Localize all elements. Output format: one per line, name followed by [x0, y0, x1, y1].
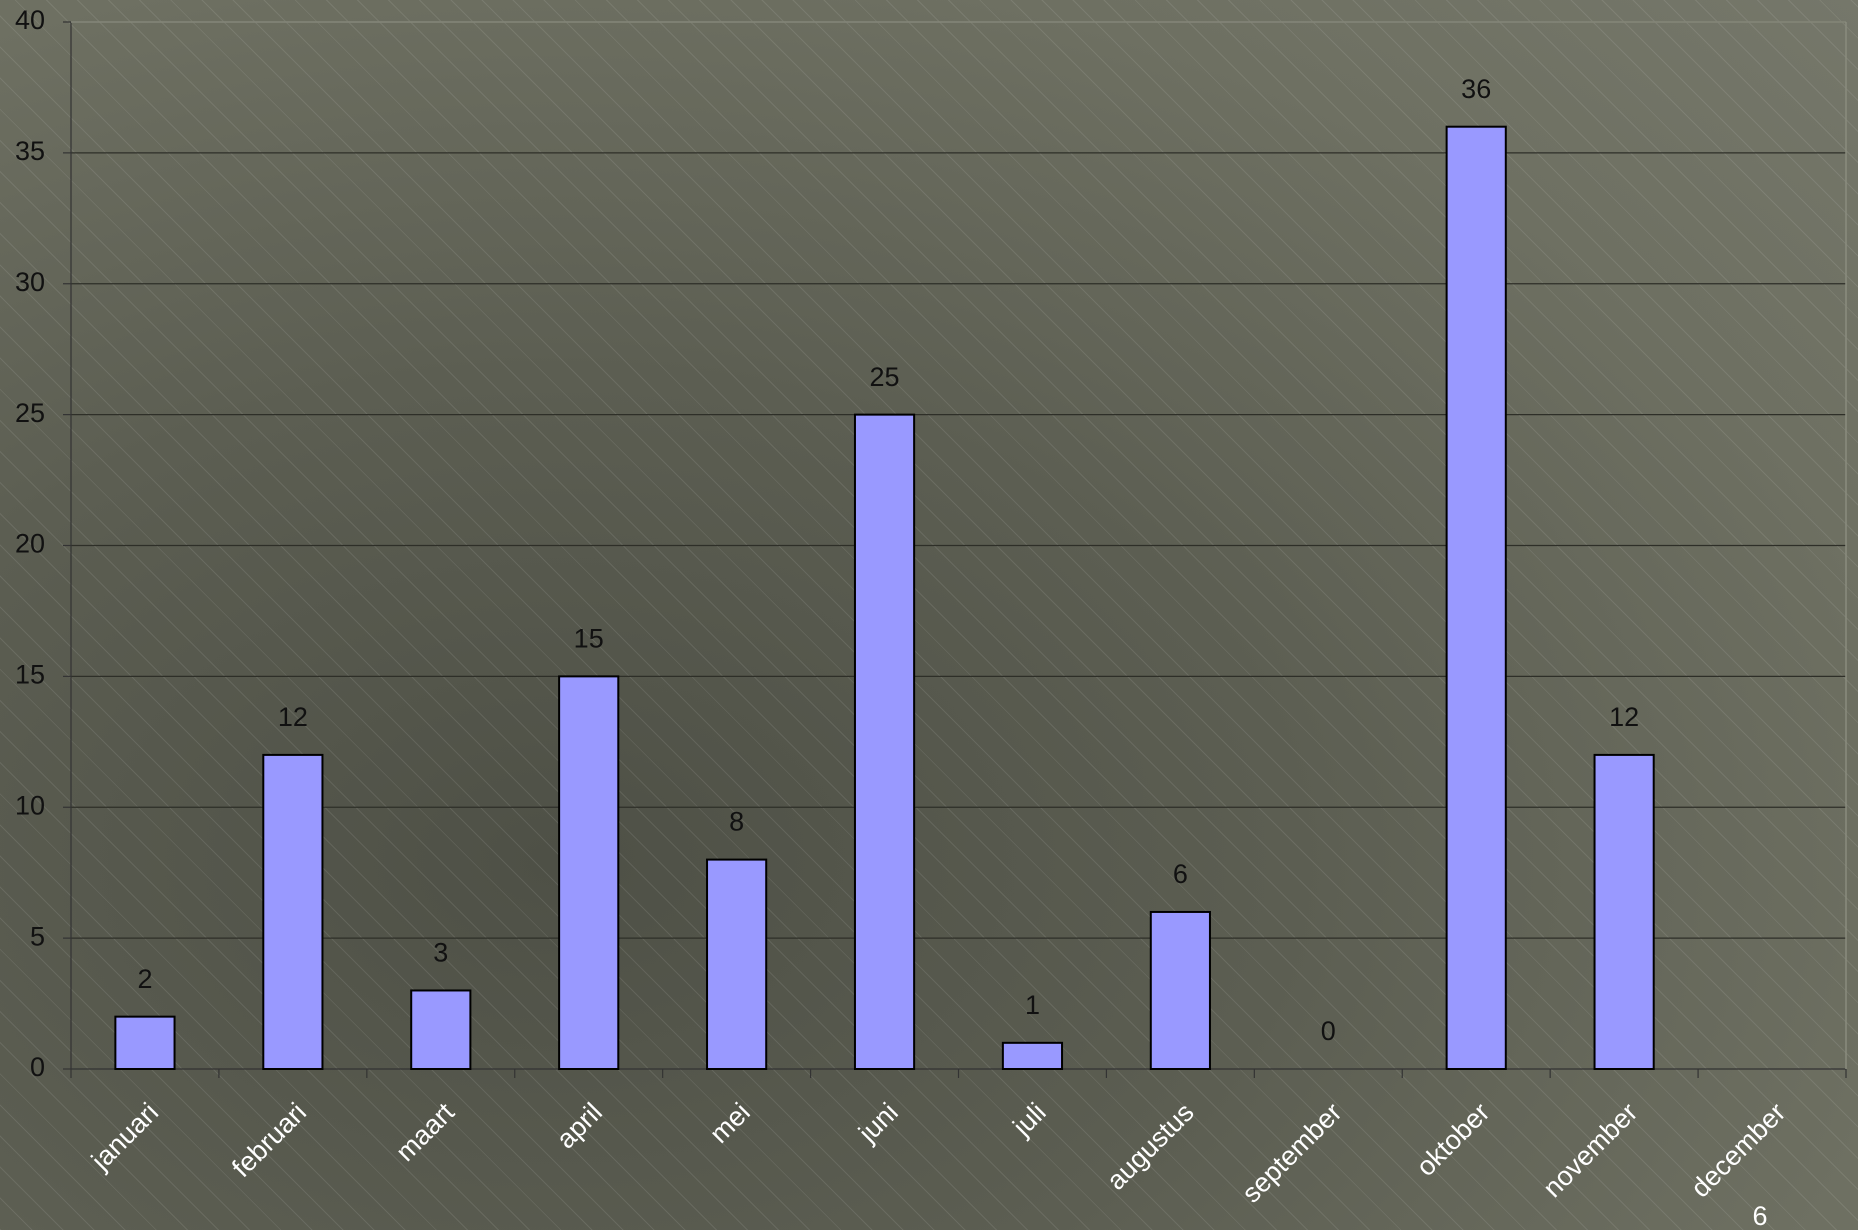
- bar: [410, 989, 472, 1070]
- data-label: 1: [1025, 990, 1040, 1020]
- x-tick-label: mei: [704, 1097, 756, 1149]
- x-tick-label: maart: [390, 1097, 460, 1167]
- slide-number: 6: [1752, 1201, 1767, 1230]
- y-tick-label: 35: [15, 136, 45, 166]
- y-tick-label: 25: [15, 398, 45, 428]
- bar: [114, 1015, 176, 1071]
- x-tick-label: september: [1236, 1097, 1347, 1208]
- x-tick-label: januari: [85, 1097, 164, 1176]
- x-tick-label: juni: [852, 1097, 904, 1149]
- bar: [1149, 910, 1211, 1071]
- bar: [558, 675, 620, 1070]
- data-label: 25: [870, 362, 900, 392]
- x-tick-label: augustus: [1101, 1097, 1200, 1196]
- data-label: 6: [1173, 859, 1188, 889]
- x-tick-label: juli: [1006, 1097, 1051, 1142]
- bar: [1445, 125, 1507, 1070]
- bar: [1593, 753, 1655, 1071]
- y-tick-label: 40: [15, 5, 45, 35]
- bar: [262, 753, 324, 1071]
- data-label: 2: [137, 964, 152, 994]
- data-label: 36: [1461, 74, 1491, 104]
- y-tick-label: 0: [30, 1052, 45, 1082]
- y-tick-label: 20: [15, 529, 45, 559]
- bar: [706, 858, 768, 1070]
- data-label: 3: [433, 938, 448, 968]
- data-label: 8: [729, 807, 744, 837]
- data-label: 12: [1609, 702, 1639, 732]
- data-label: 0: [1321, 1016, 1336, 1046]
- x-tick-label: februari: [226, 1097, 312, 1183]
- y-tick-label: 10: [15, 790, 45, 820]
- bar: [1001, 1041, 1064, 1070]
- y-tick-label: 30: [15, 267, 45, 297]
- y-tick-label: 15: [15, 660, 45, 690]
- data-label: 12: [278, 702, 308, 732]
- y-tick-label: 5: [30, 921, 45, 951]
- bar: [853, 413, 916, 1070]
- data-label: 15: [574, 624, 604, 654]
- x-tick-label: december: [1685, 1097, 1791, 1203]
- x-tick-label: april: [551, 1097, 608, 1154]
- x-tick-label: november: [1537, 1097, 1643, 1203]
- x-tick-label: oktober: [1411, 1097, 1496, 1182]
